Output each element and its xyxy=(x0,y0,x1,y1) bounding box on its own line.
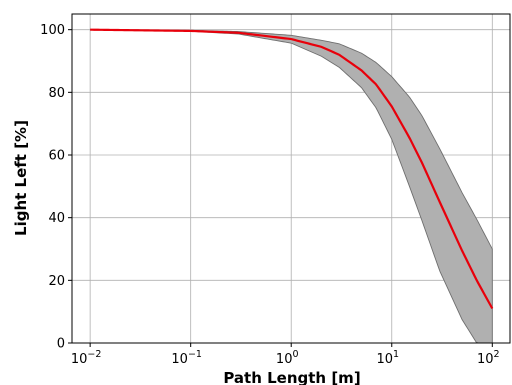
y-axis-label: Light Left [%] xyxy=(12,120,30,236)
y-tick-label: 80 xyxy=(48,86,65,101)
x-tick-label: 102 xyxy=(477,349,500,367)
x-tick-label: 101 xyxy=(376,349,399,367)
x-tick-label: 10−1 xyxy=(171,349,202,367)
y-tick-label: 100 xyxy=(40,23,65,38)
y-tick-label: 20 xyxy=(48,274,65,289)
x-tick-label: 10−2 xyxy=(71,349,102,367)
mean-series-line xyxy=(90,28,494,310)
x-axis-label: Path Length [m] xyxy=(223,369,360,385)
x-tick-label: 100 xyxy=(276,349,299,367)
y-tick-label: 40 xyxy=(48,211,65,226)
y-axis-ticks: 0 20 40 60 80 100 xyxy=(40,23,72,352)
y-tick-label: 60 xyxy=(48,149,65,164)
x-axis-ticks: 10−2 10−1 100 101 102 xyxy=(71,343,500,367)
y-tick-label: 0 xyxy=(57,337,65,352)
